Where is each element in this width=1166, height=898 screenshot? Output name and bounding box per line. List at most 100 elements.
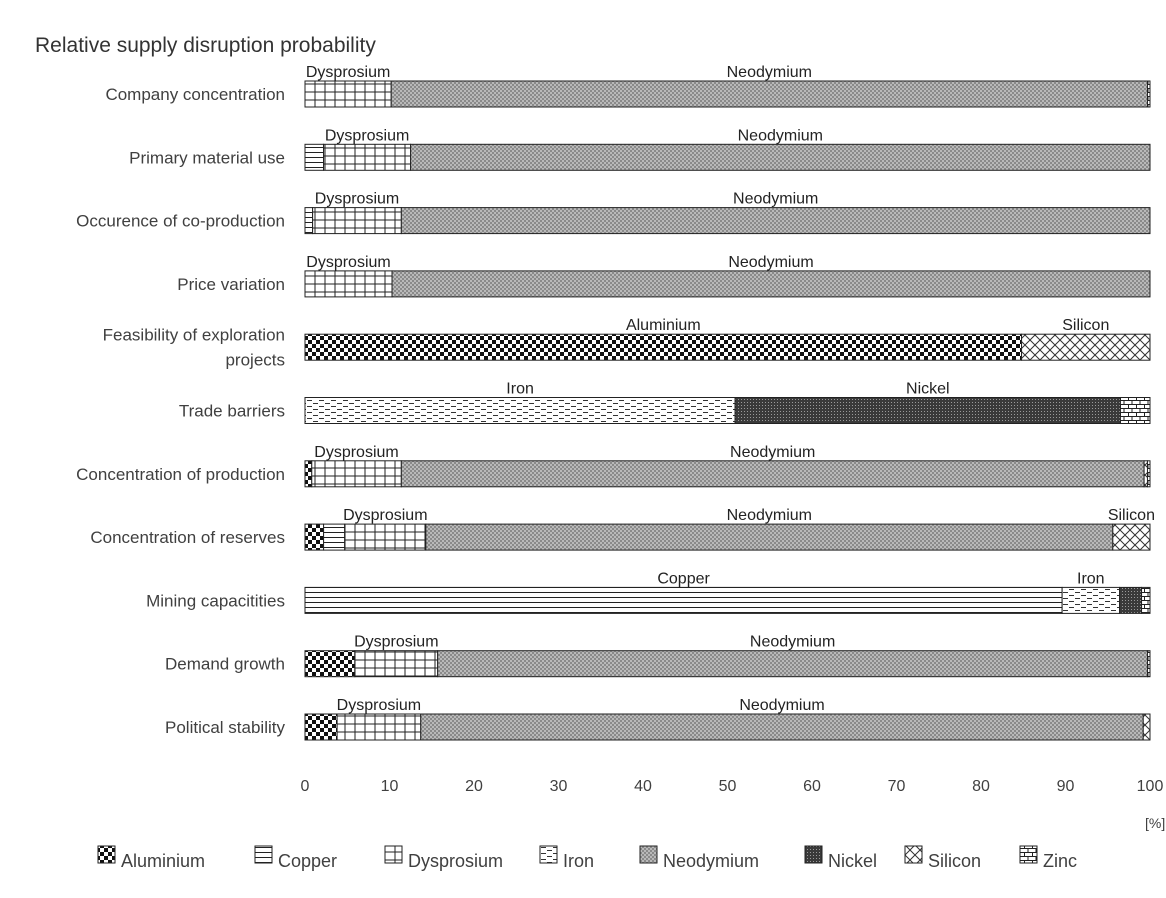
segment-label-neodymium: Neodymium: [739, 697, 824, 714]
segment-label-silicon: Silicon: [1062, 317, 1109, 334]
category-label-occurence-of-co-production: Occurence of co-production: [76, 212, 285, 231]
bar-segment-neodymium-concentration-of-production: [400, 460, 1145, 488]
x-tick-label: 40: [634, 778, 652, 795]
segment-label-dysprosium: Dysprosium: [343, 507, 427, 524]
bar-segment-aluminium-demand-growth: [304, 650, 356, 678]
segment-label-silicon: Silicon: [1108, 507, 1155, 524]
category-label-concentration-of-production: Concentration of production: [76, 465, 285, 484]
bar-segment-silicon-concentration-of-production: [1143, 460, 1148, 488]
segment-label-dysprosium: Dysprosium: [306, 64, 390, 81]
segment-label-neodymium: Neodymium: [738, 127, 823, 144]
bar-segment-dysprosium-company-concentration: [304, 80, 392, 108]
legend-swatch-aluminium: [97, 845, 116, 864]
legend-label-neodymium: Neodymium: [663, 851, 759, 871]
legend-label-zinc: Zinc: [1043, 851, 1077, 871]
bar-segment-dysprosium-concentration-of-reserves: [344, 523, 427, 551]
x-axis-ticks: 0 10 20 30 40 50 60 70 80 90 100: [301, 778, 1164, 795]
segment-label-aluminium: Aluminium: [626, 317, 701, 334]
segment-label-neodymium: Neodymium: [730, 444, 815, 461]
x-tick-label: 100: [1137, 778, 1164, 795]
category-label-company-concentration: Company concentration: [105, 85, 285, 104]
segment-label-neodymium: Neodymium: [750, 634, 835, 651]
legend-swatch-neodymium: [639, 845, 658, 864]
x-tick-label: 20: [465, 778, 483, 795]
bar-segment-neodymium-company-concentration: [390, 80, 1148, 108]
category-label-price-variation: Price variation: [177, 275, 285, 294]
legend-label-dysprosium: Dysprosium: [408, 851, 503, 871]
category-label-feasibility-of-exploration-projects: Feasibility of exploration projects: [103, 326, 285, 370]
segment-label-neodymium: Neodymium: [728, 254, 813, 271]
legend-label-iron: Iron: [563, 851, 594, 871]
bar-segment-copper-mining-capacitities: [304, 586, 1063, 614]
bar-segment-neodymium-occurence-of-co-production: [400, 207, 1151, 235]
category-labels: Company concentration Primary material us…: [76, 85, 285, 737]
bars-layer: [304, 80, 1151, 741]
category-label-trade-barriers: Trade barriers: [179, 402, 285, 421]
bar-segment-dysprosium-price-variation: [304, 270, 393, 298]
bar-segment-zinc-trade-barriers: [1119, 397, 1151, 424]
bar-segment-silicon-political-stability: [1142, 713, 1151, 741]
segment-label-dysprosium: Dysprosium: [325, 127, 409, 144]
legend-swatch-dysprosium: [384, 845, 403, 864]
bar-segment-dysprosium-political-stability: [336, 713, 422, 741]
segment-label-dysprosium: Dysprosium: [315, 191, 399, 208]
segment-label-copper: Copper: [657, 570, 710, 587]
x-tick-label: 10: [381, 778, 399, 795]
bar-segment-iron-mining-capacitities: [1061, 586, 1121, 614]
bar-segment-neodymium-price-variation: [391, 270, 1151, 298]
bar-segment-nickel-mining-capacitities: [1119, 586, 1143, 614]
bar-segment-silicon-feasibility-of-exploration-projects: [1021, 333, 1151, 361]
bar-segment-aluminium-political-stability: [304, 713, 338, 741]
legend-label-copper: Copper: [278, 851, 337, 871]
x-tick-label: 90: [1057, 778, 1075, 795]
legend: Aluminium Copper Dysprosium Iron Neodymium Ni…: [97, 845, 1077, 871]
bar-segment-dysprosium-occurence-of-co-production: [312, 207, 402, 235]
segment-label-iron: Iron: [506, 381, 534, 398]
bar-segment-zinc-company-concentration: [1146, 80, 1151, 108]
bar-segment-neodymium-concentration-of-reserves: [425, 523, 1114, 551]
bar-segment-copper-primary-material-use: [304, 143, 325, 171]
bar-segment-zinc-mining-capacitities: [1141, 586, 1151, 614]
category-label-concentration-of-reserves: Concentration of reserves: [90, 528, 285, 547]
legend-swatch-copper: [254, 845, 273, 864]
x-axis-unit: [%]: [1145, 815, 1165, 831]
bar-segment-neodymium-demand-growth: [437, 650, 1148, 678]
legend-label-silicon: Silicon: [928, 851, 981, 871]
category-label-political-stability: Political stability: [165, 718, 285, 737]
legend-label-aluminium: Aluminium: [121, 851, 205, 871]
legend-swatch-nickel: [804, 845, 823, 864]
segment-label-neodymium: Neodymium: [727, 507, 812, 524]
x-tick-label: 80: [972, 778, 990, 795]
bar-segment-zinc-demand-growth: [1146, 650, 1151, 678]
bar-segment-nickel-trade-barriers: [734, 397, 1121, 424]
x-tick-label: 0: [301, 778, 310, 795]
x-tick-label: 30: [550, 778, 568, 795]
segment-label-dysprosium: Dysprosium: [337, 697, 421, 714]
bar-segment-zinc-concentration-of-production: [1146, 460, 1151, 488]
bar-segment-dysprosium-concentration-of-production: [311, 460, 402, 488]
bar-segment-neodymium-political-stability: [420, 713, 1144, 741]
category-label-demand-growth: Demand growth: [165, 655, 285, 674]
segment-label-neodymium: Neodymium: [727, 64, 812, 81]
legend-label-nickel: Nickel: [828, 851, 877, 871]
bar-segment-aluminium-concentration-of-reserves: [304, 523, 325, 551]
bar-segment-dysprosium-demand-growth: [354, 650, 439, 678]
category-label-primary-material-use: Primary material use: [129, 148, 285, 167]
x-tick-label: 60: [803, 778, 821, 795]
legend-swatch-zinc: [1019, 845, 1038, 864]
bar-segment-neodymium-primary-material-use: [410, 143, 1151, 171]
segment-label-dysprosium: Dysprosium: [306, 254, 390, 271]
x-tick-label: 50: [719, 778, 737, 795]
bar-segment-silicon-concentration-of-reserves: [1112, 523, 1151, 551]
legend-swatch-iron: [539, 845, 558, 864]
segment-label-iron: Iron: [1077, 570, 1105, 587]
legend-swatch-silicon: [904, 845, 923, 864]
bar-segment-aluminium-feasibility-of-exploration-projects: [304, 333, 1023, 361]
bar-segment-copper-occurence-of-co-production: [304, 207, 314, 235]
segment-labels: Dysprosium Neodymium Dysprosium Neodymium Dy…: [306, 64, 1155, 714]
segment-label-neodymium: Neodymium: [733, 191, 818, 208]
x-tick-label: 70: [888, 778, 906, 795]
segment-label-nickel: Nickel: [906, 381, 950, 398]
